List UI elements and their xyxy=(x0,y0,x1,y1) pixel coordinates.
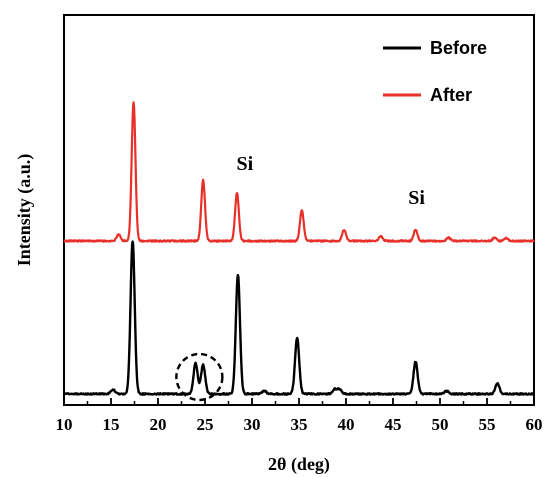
x-axis-label: 2θ (deg) xyxy=(268,454,330,475)
series-line-before xyxy=(62,240,535,396)
x-axis-ticks xyxy=(63,398,535,405)
x-tick-label-35: 35 xyxy=(291,415,308,434)
x-tick-label-40: 40 xyxy=(338,415,355,434)
x-tick-label-20: 20 xyxy=(150,415,167,434)
x-tick-label-55: 55 xyxy=(479,415,496,434)
legend: Before After xyxy=(383,38,487,105)
y-axis-label: Intensity (a.u.) xyxy=(14,154,35,267)
x-tick-label-25: 25 xyxy=(197,415,214,434)
x-axis-tick-labels: 10 15 20 25 30 35 40 45 50 55 60 xyxy=(56,415,543,434)
legend-label-after: After xyxy=(430,85,472,105)
annotation-si-2: Si xyxy=(408,187,425,209)
x-tick-label-10: 10 xyxy=(56,415,73,434)
x-tick-label-30: 30 xyxy=(244,415,261,434)
legend-label-before: Before xyxy=(430,38,487,58)
x-tick-label-50: 50 xyxy=(432,415,449,434)
x-tick-label-60: 60 xyxy=(526,415,543,434)
x-tick-label-15: 15 xyxy=(103,415,120,434)
annotation-dashed-circle xyxy=(175,352,224,402)
annotation-si-1: Si xyxy=(237,153,254,175)
x-tick-label-45: 45 xyxy=(385,415,402,434)
series-line-after xyxy=(63,101,535,243)
